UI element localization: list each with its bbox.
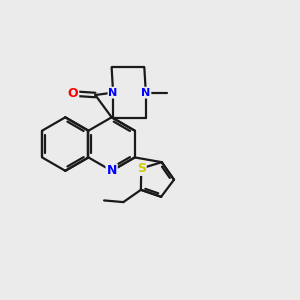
- Text: N: N: [109, 88, 118, 98]
- Text: O: O: [68, 87, 78, 100]
- Text: N: N: [106, 164, 117, 177]
- Text: S: S: [137, 162, 146, 175]
- Text: N: N: [141, 88, 150, 98]
